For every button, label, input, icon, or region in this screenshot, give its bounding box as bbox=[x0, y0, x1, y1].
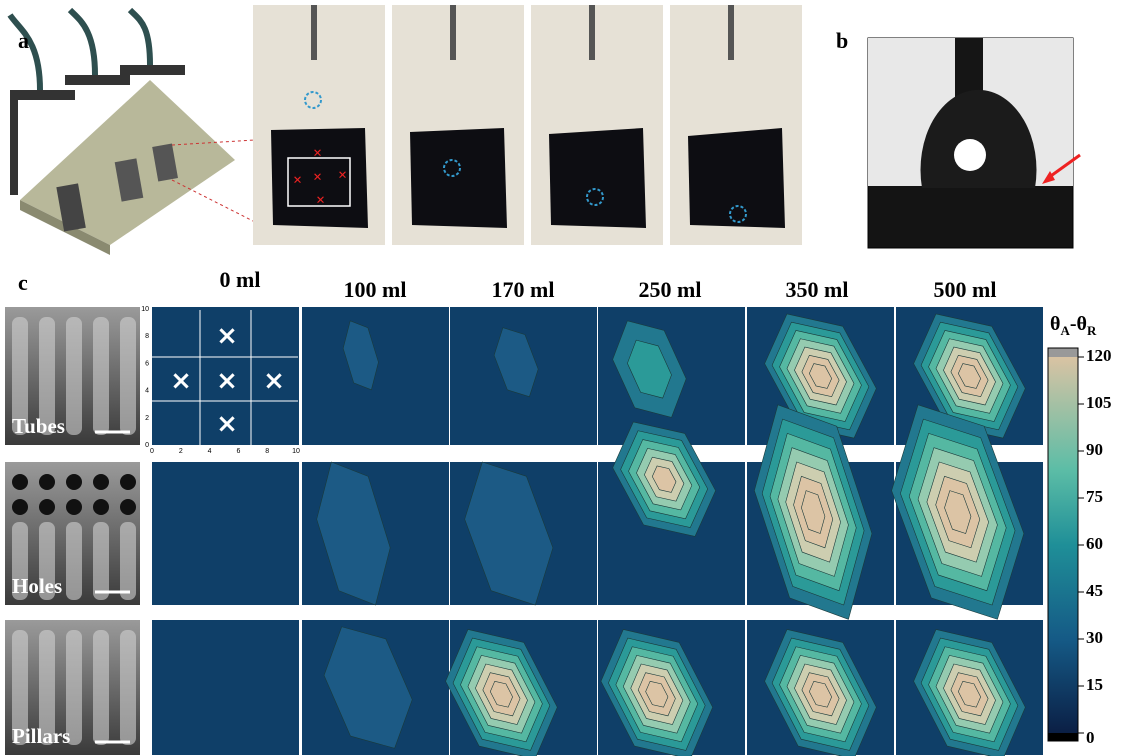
colorbar-tick-label: 15 bbox=[1086, 675, 1103, 694]
photo-sequence: × × × × × bbox=[253, 5, 802, 245]
column-header: 350 ml bbox=[786, 277, 849, 302]
colorbar bbox=[1048, 357, 1078, 733]
inset-tick-label: 6 bbox=[145, 360, 149, 367]
inset-tick-label: 2 bbox=[179, 448, 183, 455]
colorbar-tick-label: 120 bbox=[1086, 346, 1112, 365]
sample bbox=[688, 128, 785, 228]
inset-tick-label: 4 bbox=[208, 448, 212, 455]
sem-column bbox=[120, 317, 136, 435]
inset-tick-label: 6 bbox=[236, 448, 240, 455]
sem-column bbox=[66, 522, 82, 600]
colorbar-tick-label: 105 bbox=[1086, 393, 1112, 412]
site-mark: × bbox=[216, 409, 238, 439]
sem-column bbox=[93, 522, 109, 600]
sem-hole bbox=[39, 474, 55, 490]
inset-tick-label: 8 bbox=[265, 448, 269, 455]
column-header: 100 ml bbox=[344, 277, 407, 302]
colorbar-tick-label: 0 bbox=[1086, 728, 1095, 747]
sem-column bbox=[93, 317, 109, 435]
colorbar-cap bbox=[1048, 348, 1078, 357]
site-mark: × bbox=[216, 366, 238, 396]
figure: × × × × × a b c θA-θR 0 ml 100 ml 170 ml 250 ml… bbox=[0, 0, 1133, 756]
colorbar-cap bbox=[1048, 733, 1078, 741]
colorbar-tick-label: 75 bbox=[1086, 487, 1103, 506]
panel-label: b bbox=[836, 28, 848, 53]
x-mark: × bbox=[316, 192, 325, 209]
sem-hole bbox=[12, 474, 28, 490]
x-mark: × bbox=[313, 169, 322, 186]
colorbar-tick-label: 45 bbox=[1086, 581, 1103, 600]
sem-hole bbox=[66, 499, 82, 515]
sem-hole bbox=[39, 499, 55, 515]
sem-column bbox=[120, 630, 136, 745]
sem-hole bbox=[120, 499, 136, 515]
contour-cell bbox=[152, 620, 299, 755]
inset-tick-label: 2 bbox=[145, 415, 149, 422]
row-label: Tubes bbox=[12, 414, 65, 438]
inset-tick-label: 8 bbox=[145, 333, 149, 340]
sample bbox=[549, 128, 646, 228]
needle bbox=[728, 5, 734, 60]
inset-tick-label: 0 bbox=[145, 442, 149, 449]
rig-illustration bbox=[10, 10, 255, 255]
x-mark: × bbox=[293, 172, 302, 189]
colorbar-tick-label: 30 bbox=[1086, 628, 1103, 647]
row-label: Pillars bbox=[12, 724, 70, 748]
sem-column bbox=[120, 522, 136, 600]
panel-label: a bbox=[18, 28, 29, 53]
sem-hole bbox=[93, 499, 109, 515]
column-header: 0 ml bbox=[220, 267, 261, 292]
column-header: 250 ml bbox=[639, 277, 702, 302]
column-header: 500 ml bbox=[934, 277, 997, 302]
inset-tick-label: 4 bbox=[145, 388, 149, 395]
site-mark: × bbox=[170, 366, 192, 396]
site-mark: × bbox=[263, 366, 285, 396]
inset-tick-label: 0 bbox=[150, 448, 154, 455]
colorbar-tick-label: 60 bbox=[1086, 534, 1103, 553]
site-mark: × bbox=[216, 321, 238, 351]
needle bbox=[450, 5, 456, 60]
colorbar-tick-label: 90 bbox=[1086, 440, 1103, 459]
column-header: 170 ml bbox=[492, 277, 555, 302]
contour-cell bbox=[152, 462, 299, 605]
sem-hole bbox=[12, 499, 28, 515]
sem-column bbox=[93, 630, 109, 745]
row-label: Holes bbox=[12, 574, 62, 598]
needle bbox=[589, 5, 595, 60]
sem-hole bbox=[93, 474, 109, 490]
sample bbox=[410, 128, 507, 228]
contour-cell bbox=[302, 307, 449, 445]
x-mark: × bbox=[338, 167, 347, 184]
x-mark: × bbox=[313, 145, 322, 162]
sem-hole bbox=[66, 474, 82, 490]
needle bbox=[311, 5, 317, 60]
inset-tick-label: 10 bbox=[292, 448, 300, 455]
inset-tick-label: 10 bbox=[141, 306, 149, 313]
sem-column bbox=[66, 317, 82, 435]
sem-hole bbox=[120, 474, 136, 490]
droplet-image bbox=[868, 38, 1080, 248]
panel-label: c bbox=[18, 270, 28, 295]
colorbar-title: θA-θR bbox=[1050, 313, 1097, 338]
